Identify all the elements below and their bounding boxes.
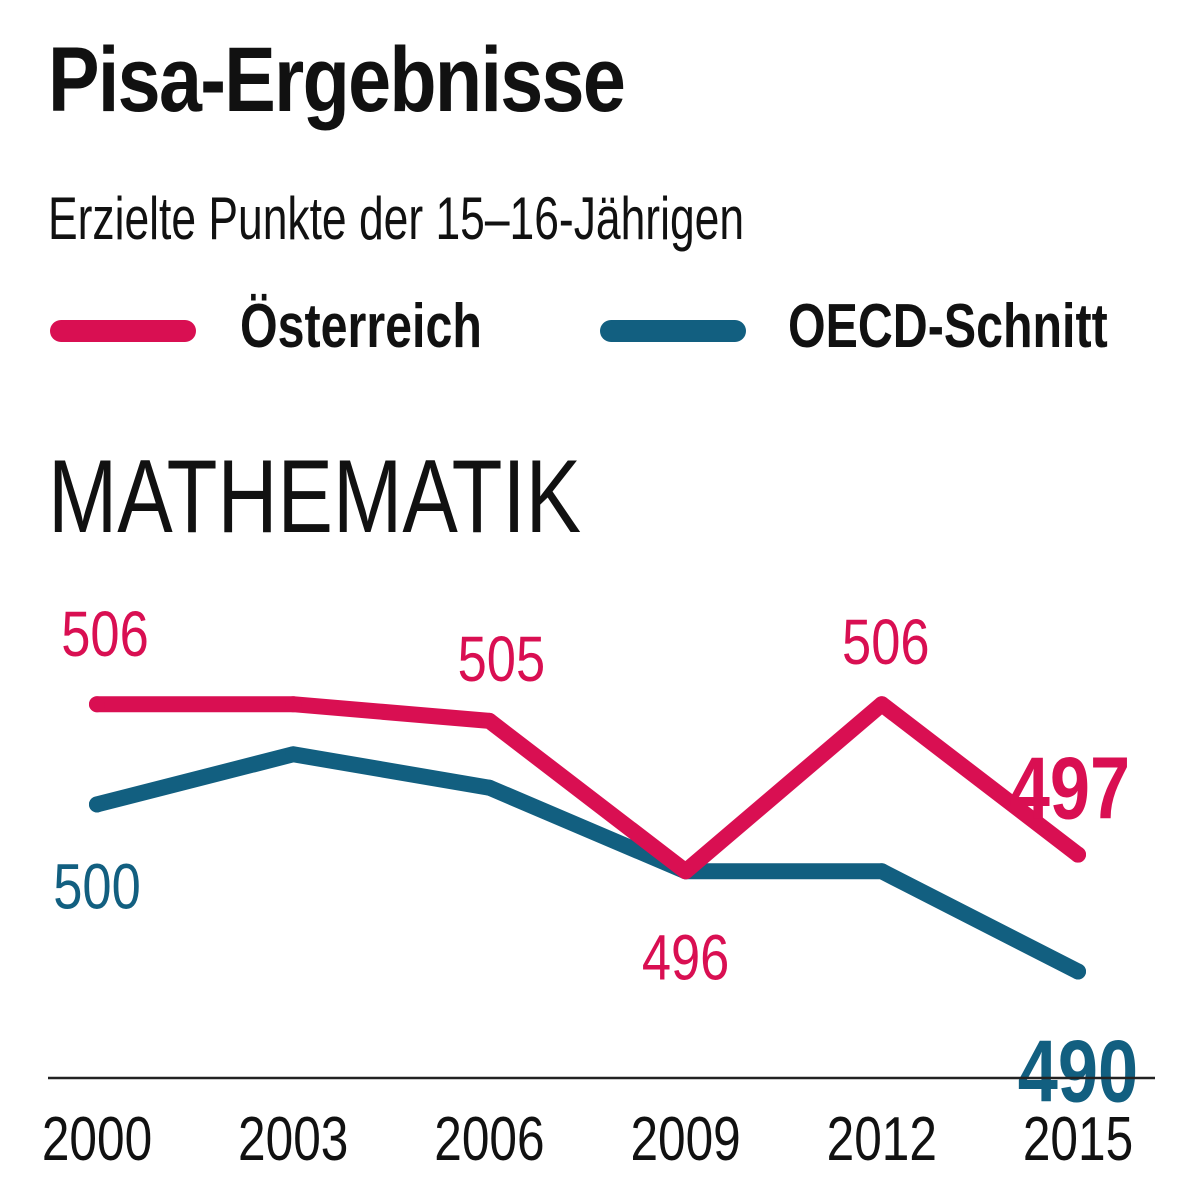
- data-label-austria-2015: 497: [1010, 740, 1130, 838]
- data-point-oecd-2012: [873, 863, 890, 880]
- data-label-oecd-2000: 500: [53, 852, 141, 923]
- series-line-oecd: [89, 746, 1086, 980]
- data-point-oecd-2003: [285, 746, 302, 763]
- data-label-austria-2012: 506: [842, 607, 930, 678]
- chart-subtitle: Erzielte Punkte der 15–16-Jährigen: [48, 185, 745, 252]
- legend-swatch-oecd: [600, 320, 746, 342]
- data-point-austria-2012: [873, 696, 890, 713]
- data-label-austria-2009: 496: [642, 922, 730, 993]
- data-label-austria-2000: 506: [61, 599, 149, 670]
- x-tick-label-2003: 2003: [238, 1104, 348, 1174]
- x-tick-label-2006: 2006: [434, 1104, 544, 1174]
- data-point-austria-2000: [89, 696, 105, 713]
- data-label-austria-2006: 505: [458, 624, 546, 695]
- series-line-austria: [89, 696, 1086, 880]
- x-tick-label-2012: 2012: [827, 1104, 937, 1174]
- data-point-austria-2015: [1070, 846, 1086, 863]
- data-point-oecd-2000: [89, 796, 105, 813]
- data-point-austria-2006: [481, 712, 498, 729]
- x-tick-label-2015: 2015: [1023, 1104, 1133, 1174]
- legend-swatch-austria: [50, 320, 196, 342]
- legend-label-oecd: OECD-Schnitt: [788, 292, 1108, 361]
- section-title: MATHEMATIK: [48, 439, 582, 555]
- x-tick-label-2000: 2000: [42, 1104, 152, 1174]
- data-label-oecd-2015: 490: [1018, 1023, 1138, 1121]
- x-tick-label-2009: 2009: [630, 1104, 740, 1174]
- chart-title: Pisa-Ergebnisse: [48, 29, 626, 131]
- data-point-austria-2009: [677, 863, 694, 880]
- data-point-oecd-2015: [1070, 963, 1086, 980]
- legend-label-austria: Österreich: [240, 292, 482, 361]
- data-point-austria-2003: [285, 696, 302, 713]
- legend: Österreich OECD-Schnitt: [0, 290, 1200, 370]
- data-point-oecd-2006: [481, 779, 498, 796]
